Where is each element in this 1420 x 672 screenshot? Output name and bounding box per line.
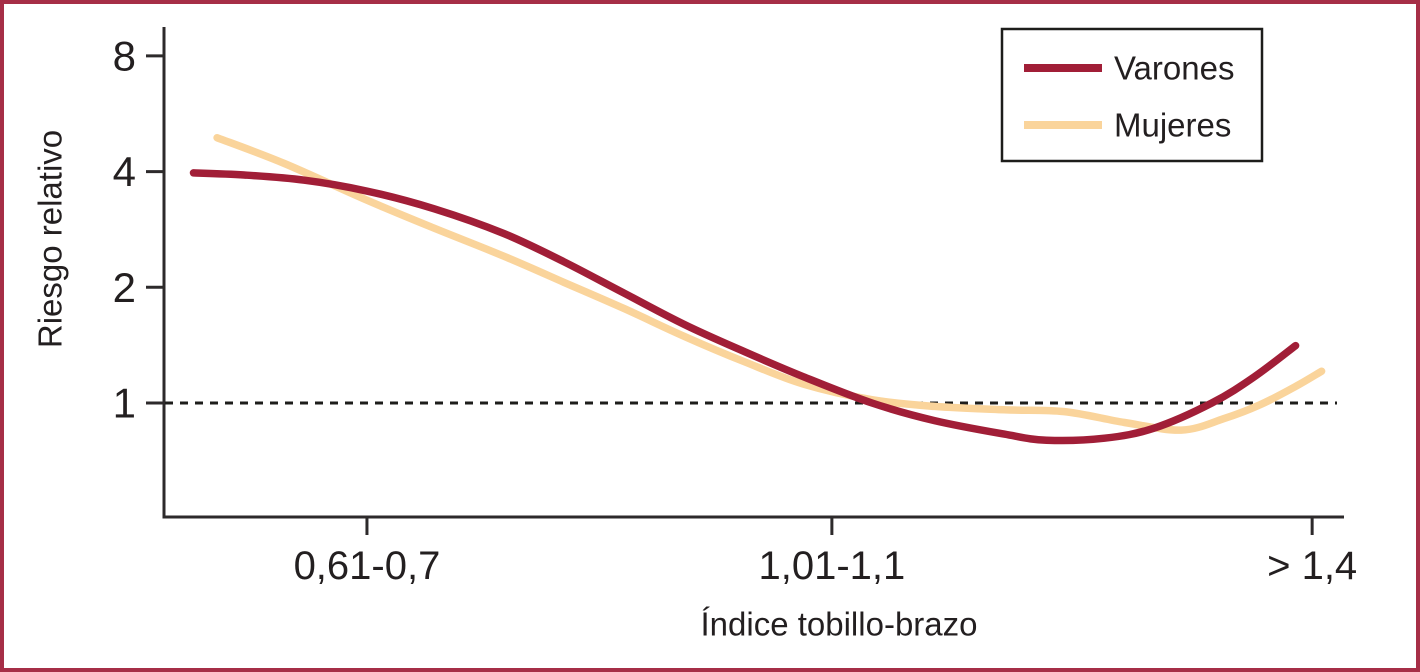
- legend: Varones Mujeres: [1000, 27, 1264, 163]
- x-tick-label: > 1,4: [1267, 544, 1357, 588]
- x-tick-label: 0,61-0,7: [294, 544, 441, 588]
- y-tick-label: 8: [113, 32, 136, 79]
- y-tick-label: 4: [113, 148, 136, 195]
- legend-box: [1000, 27, 1264, 163]
- curve-varones: [189, 169, 1300, 445]
- x-axis-ticks: 0,61-0,7 1,01-1,1 > 1,4: [294, 517, 1357, 588]
- series-curves: [189, 133, 1326, 445]
- curve-mujeres: [213, 133, 1326, 434]
- y-axis-ticks: 8 4 2 1: [113, 32, 164, 427]
- y-tick-label: 2: [113, 264, 136, 311]
- legend-label-varones: Varones: [1114, 50, 1234, 87]
- y-tick-label: 1: [113, 380, 136, 427]
- legend-label-mujeres: Mujeres: [1114, 107, 1231, 144]
- relative-risk-chart: 8 4 2 1 0,61-0,7 1,01-1,1 > 1,4 Índice tobill…: [32, 27, 1357, 643]
- axes-lines: [162, 27, 1344, 519]
- x-axis-title: Índice tobillo-brazo: [701, 606, 978, 643]
- y-axis-title: Riesgo relativo: [32, 130, 69, 348]
- x-tick-label: 1,01-1,1: [758, 544, 905, 588]
